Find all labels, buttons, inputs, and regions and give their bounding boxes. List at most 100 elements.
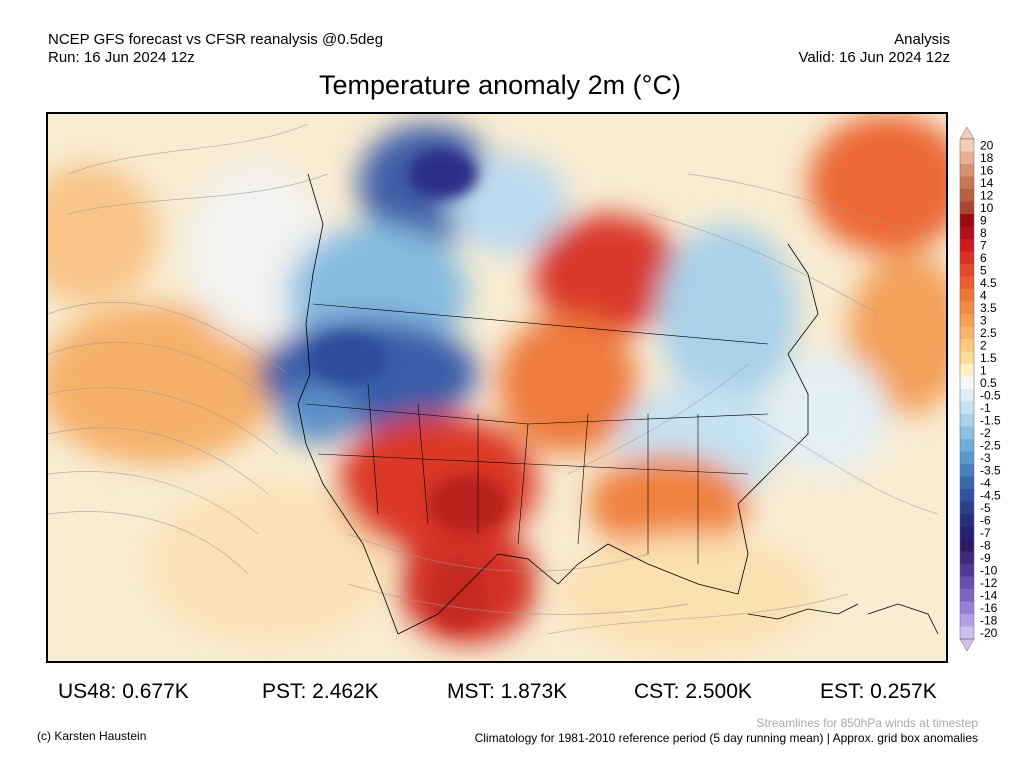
legend-label: 6 <box>980 251 987 265</box>
legend-swatch <box>960 151 974 165</box>
coastlines <box>297 173 939 635</box>
legend-label: -3 <box>980 451 991 465</box>
legend-label: -3.5 <box>980 463 1001 477</box>
legend-label: 12 <box>980 188 994 202</box>
legend-swatch <box>960 464 974 477</box>
stat-est: EST: 0.257K <box>820 680 937 703</box>
legend-swatch <box>960 226 974 240</box>
header-left: NCEP GFS forecast vs CFSR reanalysis @0.… <box>48 31 383 67</box>
state-borders <box>305 303 769 564</box>
anomaly-map <box>46 112 948 663</box>
model-description: NCEP GFS forecast vs CFSR reanalysis @0.… <box>48 31 384 48</box>
legend-bottom-arrow <box>959 638 975 652</box>
legend-label: -2.5 <box>980 438 1001 452</box>
legend-swatch <box>960 351 974 365</box>
legend-swatch <box>960 276 974 290</box>
legend-label: 2.5 <box>980 326 997 340</box>
legend-label: 1.5 <box>980 351 997 365</box>
legend-label: -8 <box>980 538 991 552</box>
legend-swatch <box>960 414 974 427</box>
legend-swatch <box>960 326 974 340</box>
legend-label: -4 <box>980 476 991 490</box>
legend-swatch <box>960 426 974 440</box>
header-right: Analysis Valid: 16 Jun 2024 12z <box>798 31 950 67</box>
legend-label: -1 <box>980 401 991 415</box>
legend-swatch <box>960 576 974 590</box>
legend-swatch <box>960 601 974 615</box>
legend-label: 1 <box>980 363 987 377</box>
legend-label: -5 <box>980 501 991 515</box>
legend-label: 9 <box>980 213 987 227</box>
legend-swatch <box>960 389 974 402</box>
climatology-note: Climatology for 1981-2010 reference peri… <box>474 731 978 745</box>
legend-label: 0.5 <box>980 376 997 390</box>
color-legend: 201816141210987654.543.532.521.510.5-0.5… <box>959 127 1001 652</box>
anomaly-detail <box>308 149 508 629</box>
legend-label: 4 <box>980 288 987 302</box>
legend-label: -20 <box>980 626 998 640</box>
legend-label: -18 <box>980 613 998 627</box>
legend-swatch <box>960 626 974 640</box>
stat-cst: CST: 2.500K <box>634 680 752 703</box>
legend-swatch <box>960 301 974 315</box>
legend-label: 7 <box>980 238 987 252</box>
legend-swatch <box>960 264 974 277</box>
legend-label: -4.5 <box>980 488 1001 502</box>
legend-swatch <box>960 564 974 577</box>
legend-swatch <box>960 501 974 515</box>
legend-label: -10 <box>980 563 998 577</box>
legend-label: 16 <box>980 163 994 177</box>
stat-pst: PST: 2.462K <box>262 680 379 703</box>
legend-swatch <box>960 201 974 215</box>
legend-swatch <box>960 489 974 502</box>
streamlines <box>48 123 939 635</box>
legend-label: -0.5 <box>980 388 1001 402</box>
analysis-label: Analysis <box>894 31 950 48</box>
legend-swatch <box>960 314 974 327</box>
legend-swatch <box>960 451 974 465</box>
legend-swatch <box>960 339 974 352</box>
legend-swatch <box>960 164 974 177</box>
legend-label: -16 <box>980 601 998 615</box>
legend-swatch <box>960 176 974 190</box>
legend-label: 5 <box>980 263 987 277</box>
anomaly-map-graphic <box>48 114 946 661</box>
stat-us48: US48: 0.677K <box>58 680 189 703</box>
stat-mst: MST: 1.873K <box>447 680 568 703</box>
legend-swatch <box>960 189 974 202</box>
legend-label: -6 <box>980 513 991 527</box>
legend-label: 18 <box>980 151 994 165</box>
legend-swatch <box>960 539 974 552</box>
legend-swatch <box>960 214 974 227</box>
legend-swatch <box>960 476 974 490</box>
legend-label: 8 <box>980 226 987 240</box>
legend-swatch <box>960 614 974 627</box>
legend-label: 4.5 <box>980 276 997 290</box>
legend-swatch <box>960 139 974 152</box>
legend-label: -12 <box>980 576 998 590</box>
legend-swatch <box>960 251 974 265</box>
legend-label: -9 <box>980 551 991 565</box>
legend-swatch <box>960 589 974 602</box>
legend-swatch <box>960 289 974 302</box>
credit: (c) Karsten Haustein <box>37 729 147 743</box>
legend-swatch <box>960 514 974 527</box>
legend-label: 10 <box>980 201 994 215</box>
legend-label: 14 <box>980 176 994 190</box>
legend-swatch <box>960 551 974 565</box>
legend-label: -2 <box>980 426 991 440</box>
legend-swatch <box>960 401 974 415</box>
legend-swatch <box>960 239 974 252</box>
run-time: Run: 16 Jun 2024 12z <box>48 49 195 66</box>
legend-frame <box>959 138 975 640</box>
map-title: Temperature anomaly 2m (°C) <box>319 70 681 100</box>
legend-swatch <box>960 439 974 452</box>
legend-label: -7 <box>980 526 991 540</box>
legend-swatch <box>960 376 974 390</box>
legend-label: -14 <box>980 588 998 602</box>
legend-label: 2 <box>980 338 987 352</box>
streamlines-note: Streamlines for 850hPa winds at timestep <box>756 716 978 730</box>
legend-swatch <box>960 526 974 540</box>
legend-swatch <box>960 364 974 377</box>
legend-label: 3 <box>980 313 987 327</box>
